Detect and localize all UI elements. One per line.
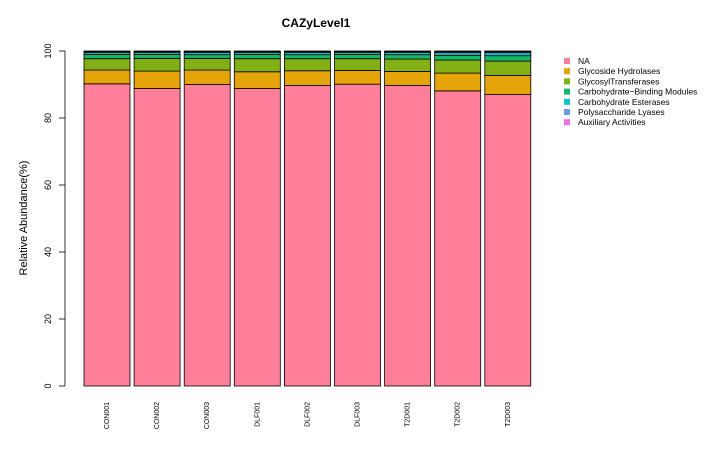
bar-segment-t2d001-2 [384, 58, 432, 72]
legend-label-0: NA [578, 56, 590, 66]
bar-segment-t2d001-0 [384, 85, 432, 387]
x-tick-label-t2d002: T2D002 [455, 402, 462, 427]
bar-segment-dlf002-0 [283, 85, 331, 387]
bar-segment-t2d002-6 [434, 50, 482, 53]
bar-segment-t2d003-6 [484, 50, 532, 53]
legend-label-2: GlycosylTransferases [578, 76, 659, 86]
bar-segment-dlf001-0 [233, 88, 281, 387]
legend-swatch-4 [564, 98, 570, 105]
bar-segment-t2d003-2 [484, 60, 532, 76]
bar-segment-con003-3 [183, 54, 231, 59]
legend-label-6: Auxiliary Activities [578, 117, 646, 127]
bar-segment-dlf003-3 [334, 53, 381, 60]
legend-label-1: Glycoside Hydrolases [578, 66, 660, 76]
bar-segment-con002-3 [133, 53, 181, 59]
bar-segment-dlf003-1 [334, 70, 381, 85]
x-tick-label-dlf002: DLF002 [304, 402, 311, 427]
legend-swatch-1 [564, 68, 570, 75]
x-tick-label-dlf003: DLF003 [355, 402, 362, 427]
bar-segment-con003-1 [183, 69, 231, 85]
bar-segment-dlf001-2 [233, 58, 281, 73]
bar-segment-t2d003-4 [484, 52, 532, 57]
bar-segment-t2d002-0 [434, 90, 482, 387]
bar-segment-t2d002-1 [434, 72, 482, 92]
bar-segment-con001-2 [83, 58, 131, 71]
bar-segment-dlf003-6 [334, 50, 381, 53]
x-axis: CON001 CON002 CON003 DLF001 DLF002 DLF003 T2D0… [104, 402, 512, 429]
bar-segment-dlf001-6 [233, 50, 281, 53]
legend-label-5: Polysaccharide Lyases [578, 107, 665, 117]
bar-segment-dlf002-6 [283, 50, 331, 53]
y-tick-label: 0 [43, 383, 53, 388]
bar-segment-t2d002-3 [434, 54, 482, 61]
x-tick-label-con002: CON002 [154, 402, 161, 429]
chart-title: CAZyLevel1 [282, 16, 351, 30]
x-tick-label-t2d001: T2D001 [405, 402, 412, 427]
bar-segment-dlf001-3 [233, 53, 281, 60]
bar-segment-con002-6 [133, 50, 181, 53]
bar-segment-dlf003-0 [334, 83, 381, 387]
y-tick-label: 100 [43, 43, 53, 58]
bar-segment-dlf002-3 [283, 54, 331, 60]
bar-segment-con001-6 [83, 50, 131, 53]
x-tick-label-t2d003: T2D003 [505, 402, 512, 427]
bar-segment-t2d001-6 [384, 50, 432, 53]
y-tick-label: 60 [43, 180, 53, 190]
bars-group [83, 50, 532, 387]
bar-segment-dlf002-2 [283, 58, 331, 72]
bar-segment-t2d003-3 [484, 55, 532, 62]
bar-segment-con001-0 [83, 83, 131, 387]
bar-segment-t2d001-3 [384, 54, 432, 60]
bar-segment-t2d002-4 [434, 52, 482, 56]
legend-swatch-6 [564, 119, 570, 126]
bar-segment-con001-3 [83, 53, 131, 60]
bar-segment-con003-2 [183, 57, 231, 71]
bar-segment-con003-6 [183, 50, 231, 53]
bar-segment-con001-1 [83, 69, 131, 85]
bar-segment-con002-2 [133, 57, 181, 72]
x-tick-label-con003: CON003 [204, 402, 211, 429]
bar-segment-t2d003-1 [484, 75, 532, 95]
bar-segment-dlf003-2 [334, 58, 381, 71]
y-tick-label: 80 [43, 113, 53, 123]
legend-swatch-0 [564, 58, 570, 64]
legend-label-4: Carbohydrate Esterases [578, 97, 670, 107]
legend-label-3: Carbohydrate−Binding Modules [578, 87, 697, 97]
bar-segment-t2d003-0 [484, 94, 532, 387]
y-tick-label: 40 [43, 247, 53, 257]
legend-swatch-5 [564, 109, 570, 115]
bar-segment-con002-1 [133, 70, 181, 89]
legend-swatch-3 [564, 88, 570, 95]
y-tick-label: 20 [43, 314, 53, 324]
y-axis-label: Relative Abundance(%) [18, 161, 30, 276]
bar-segment-t2d001-1 [384, 71, 432, 86]
x-tick-label-con001: CON001 [104, 402, 111, 429]
bar-segment-con003-0 [183, 84, 231, 387]
bar-segment-t2d002-2 [434, 59, 482, 74]
bar-segment-dlf002-1 [283, 70, 331, 86]
y-axis: 0 20 40 60 80 100 [43, 43, 66, 389]
legend-swatch-2 [564, 78, 570, 85]
x-tick-label-dlf001: DLF001 [254, 402, 261, 427]
bar-segment-dlf001-1 [233, 71, 281, 89]
bar-segment-con002-0 [133, 88, 181, 387]
